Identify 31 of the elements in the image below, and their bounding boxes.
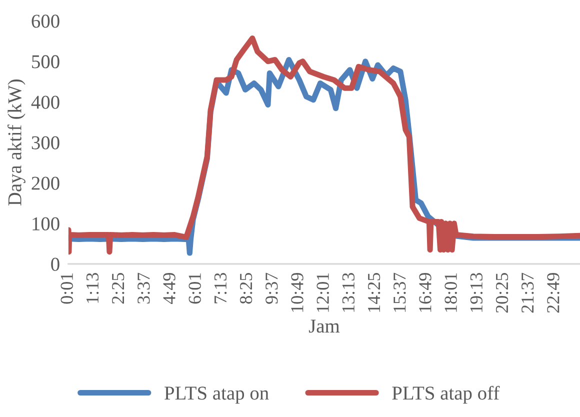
- x-tick-label: 10:49: [291, 273, 304, 312]
- x-tick-label: 16:49: [419, 273, 432, 312]
- x-tick-label: 4:49: [163, 273, 176, 304]
- x-tick-label: 1:13: [86, 273, 99, 303]
- y-tick-label: 600: [32, 14, 60, 28]
- x-tick-label: 8:25: [240, 273, 252, 304]
- x-tick-label: 9:37: [266, 272, 278, 304]
- x-tick-label: 3:37: [138, 272, 150, 304]
- legend-label: PLTS atap off: [392, 386, 500, 404]
- x-axis-title: Jam: [308, 320, 340, 333]
- y-tick-label: 0: [51, 258, 60, 271]
- x-tick-label: 18:01: [444, 273, 457, 312]
- x-tick-label: 22:49: [547, 273, 560, 313]
- y-tick-label: 500: [32, 55, 60, 68]
- x-tick-label: 0:01: [60, 273, 74, 304]
- x-tick-label: 6:01: [188, 273, 202, 304]
- x-tick-label: 20:25: [496, 273, 508, 313]
- x-tick-label: 7:13: [214, 273, 227, 304]
- y-tick-label: 200: [32, 176, 60, 190]
- x-tick-label: 14:25: [368, 273, 380, 312]
- x-tick-label: 13:13: [342, 273, 355, 312]
- x-tick-label: 2:25: [112, 273, 124, 304]
- x-tick-label: 21:37: [522, 272, 534, 313]
- legend-label: PLTS atap on: [164, 386, 269, 404]
- y-tick-label: 100: [32, 217, 60, 230]
- x-tick-label: 19:13: [470, 273, 483, 312]
- y-tick-label: 400: [31, 96, 60, 109]
- y-axis-title: Daya aktif (kW): [8, 80, 26, 206]
- x-tick-label: 12:01: [316, 273, 329, 312]
- y-tick-label: 300: [32, 136, 60, 150]
- x-tick-label: 15:37: [394, 272, 406, 312]
